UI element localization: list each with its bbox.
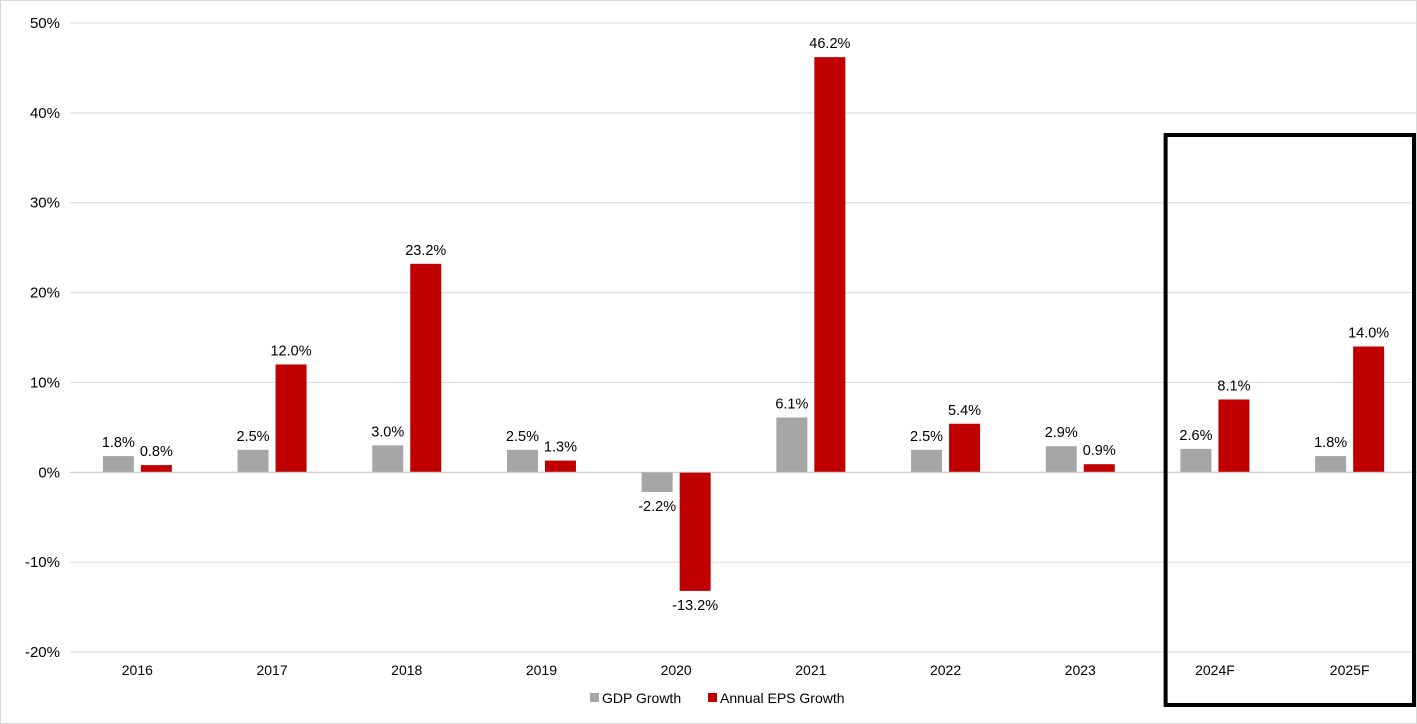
data-label: 3.0%: [371, 424, 404, 440]
x-tick-label: 2017: [256, 662, 287, 678]
bar-eps: [275, 364, 307, 473]
data-label: 23.2%: [405, 243, 446, 259]
data-label: 6.1%: [775, 396, 808, 412]
bar-gdp: [1180, 448, 1212, 473]
y-tick-label: 30%: [30, 195, 60, 212]
bar-eps: [140, 465, 172, 473]
x-tick-label: 2021: [795, 662, 826, 678]
bar-gdp: [1045, 446, 1077, 473]
gridlines: [70, 22, 1417, 653]
data-label: 8.1%: [1217, 379, 1250, 395]
y-tick-label: 50%: [30, 15, 60, 32]
data-label: 1.8%: [102, 435, 135, 451]
bars: [102, 57, 1385, 591]
x-tick-label: 2020: [661, 662, 692, 678]
data-label: -2.2%: [638, 499, 676, 515]
data-label: 5.4%: [948, 403, 981, 419]
bar-gdp: [102, 456, 134, 473]
legend-label: Annual EPS Growth: [720, 690, 845, 706]
y-tick-label: -20%: [25, 644, 60, 661]
y-tick-label: 20%: [30, 285, 60, 302]
forecast-highlight-box: [1163, 133, 1416, 707]
data-label: 14.0%: [1348, 325, 1389, 341]
data-label: 0.9%: [1083, 443, 1116, 459]
legend-label: GDP Growth: [602, 690, 681, 706]
bar-eps: [814, 57, 846, 473]
legend: GDP Growth Annual EPS Growth: [590, 690, 845, 706]
data-label: 46.2%: [809, 36, 850, 52]
y-tick-label: 10%: [30, 374, 60, 391]
bar-eps: [1353, 346, 1385, 473]
bar-gdp: [911, 449, 943, 473]
bar-eps: [410, 263, 442, 473]
bar-eps: [1218, 399, 1250, 473]
data-label: 2.5%: [237, 429, 270, 445]
legend-swatch-gdp: [590, 693, 599, 702]
bar-eps: [949, 423, 981, 473]
y-tick-label: -10%: [25, 554, 60, 571]
data-label: 2.5%: [506, 429, 539, 445]
x-tick-label: 2023: [1065, 662, 1096, 678]
bar-gdp: [776, 417, 808, 473]
data-label: 0.8%: [140, 444, 173, 460]
data-label: 2.6%: [1179, 428, 1212, 444]
data-label: 12.0%: [270, 343, 311, 359]
x-tick-label: 2024F: [1195, 662, 1235, 678]
bar-gdp: [506, 449, 538, 473]
data-label: 1.3%: [544, 440, 577, 456]
bar-gdp: [641, 472, 673, 493]
bar-gdp: [1315, 456, 1347, 473]
bar-eps: [679, 472, 711, 591]
x-tick-label: 2019: [526, 662, 557, 678]
bar-eps: [1083, 464, 1115, 473]
bar-eps: [544, 460, 576, 473]
x-tick-label: 2025F: [1330, 662, 1370, 678]
x-tick-label: 2022: [930, 662, 961, 678]
bar-gdp: [372, 445, 404, 473]
data-label: 2.9%: [1045, 425, 1078, 441]
x-tick-label: 2018: [391, 662, 422, 678]
data-labels: 1.8% 0.8% 2.5% 12.0% 3.0% 23.2% 2.5% 1.3% -2.2% -…: [102, 36, 1389, 614]
legend-swatch-eps: [708, 693, 717, 702]
data-label: 1.8%: [1314, 435, 1347, 451]
y-tick-label: 0%: [38, 464, 60, 481]
x-tick-label: 2016: [122, 662, 153, 678]
bar-gdp: [237, 449, 269, 473]
y-tick-label: 40%: [30, 105, 60, 122]
data-label: -13.2%: [672, 598, 718, 614]
data-label: 2.5%: [910, 429, 943, 445]
